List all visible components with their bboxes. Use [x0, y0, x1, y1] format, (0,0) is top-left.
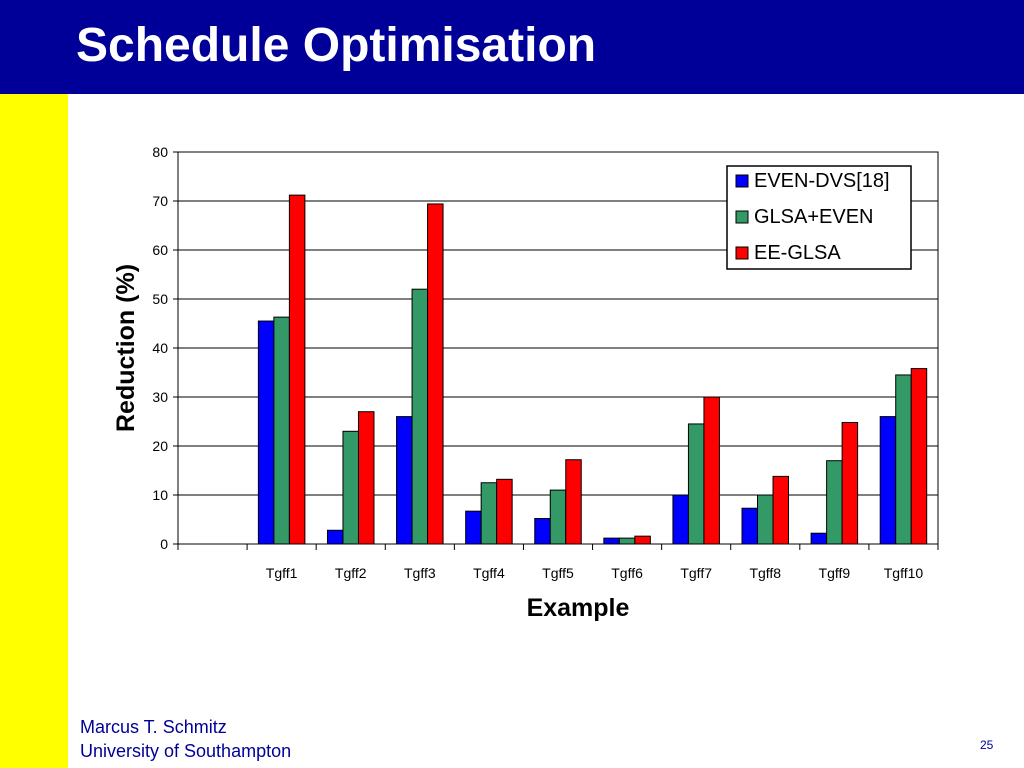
- x-tick-label: Tgff6: [611, 565, 643, 581]
- legend-box: [726, 165, 912, 270]
- legend-label: EE-GLSA: [754, 242, 841, 264]
- bar: [634, 535, 651, 545]
- x-tick-label: Tgff1: [266, 565, 298, 581]
- legend-label: EVEN-DVS[18]: [754, 170, 890, 192]
- x-axis-title: Example: [527, 594, 630, 622]
- bar: [618, 537, 636, 545]
- y-tick-label: 20: [152, 438, 168, 454]
- x-tick-label: Tgff10: [884, 565, 924, 581]
- bar: [480, 482, 498, 545]
- y-axis-title: Reduction (%): [112, 264, 140, 432]
- bar: [672, 494, 689, 545]
- x-tick-label: Tgff5: [542, 565, 574, 581]
- y-tick-label: 60: [152, 242, 168, 258]
- y-tick-label: 40: [152, 340, 168, 356]
- bar: [826, 460, 843, 545]
- bar: [326, 529, 344, 545]
- y-tick-label: 70: [152, 193, 168, 209]
- bar: [465, 510, 482, 545]
- legend-swatch: [735, 174, 749, 188]
- plot-frame: [177, 151, 939, 545]
- x-tick-label: Tgff2: [335, 565, 367, 581]
- title-bar: Schedule Optimisation: [0, 0, 1024, 94]
- bar: [757, 494, 774, 545]
- bar: [810, 532, 828, 545]
- x-tick-label: Tgff4: [473, 565, 505, 581]
- x-tick-label: Tgff7: [680, 565, 712, 581]
- x-tick-label: Tgff9: [819, 565, 851, 581]
- legend-swatch: [735, 210, 749, 224]
- bar: [879, 416, 897, 545]
- footer-author: Marcus T. Schmitz: [80, 717, 227, 737]
- x-tick-label: Tgff3: [404, 565, 436, 581]
- legend-label: GLSA+EVEN: [754, 206, 874, 228]
- y-tick-label: 80: [152, 144, 168, 160]
- bar: [411, 288, 429, 545]
- bar: [342, 430, 359, 545]
- slide-title: Schedule Optimisation: [76, 19, 597, 72]
- bar: [549, 489, 567, 545]
- y-tick-label: 30: [152, 389, 168, 405]
- legend-swatch: [735, 246, 749, 260]
- bar: [687, 423, 705, 545]
- bar: [273, 316, 290, 545]
- bar-chart: 0 10 20 30 40 50 60 70 80 Tgff1 Tgff2 Tgff3 Tgff4 Tgf…: [112, 144, 939, 622]
- bar: [534, 518, 551, 545]
- bar: [396, 416, 413, 545]
- x-tick-label: Tgff8: [749, 565, 781, 581]
- bar: [496, 478, 513, 545]
- y-tick-label: 50: [152, 291, 168, 307]
- y-tick-label: 0: [160, 536, 168, 552]
- bar: [772, 475, 790, 545]
- bar: [910, 368, 928, 545]
- bar: [427, 203, 444, 545]
- bar: [257, 320, 275, 545]
- bar: [703, 396, 720, 545]
- bar: [565, 459, 582, 545]
- bar: [741, 507, 759, 545]
- bar: [603, 537, 620, 545]
- bar: [288, 194, 306, 545]
- bar: [841, 421, 859, 545]
- y-tick-label: 10: [152, 487, 168, 503]
- page-number: 25: [980, 738, 994, 752]
- left-accent-bar: [0, 94, 68, 768]
- bar: [895, 374, 912, 545]
- footer-university: University of Southampton: [80, 741, 292, 761]
- bar: [357, 411, 375, 545]
